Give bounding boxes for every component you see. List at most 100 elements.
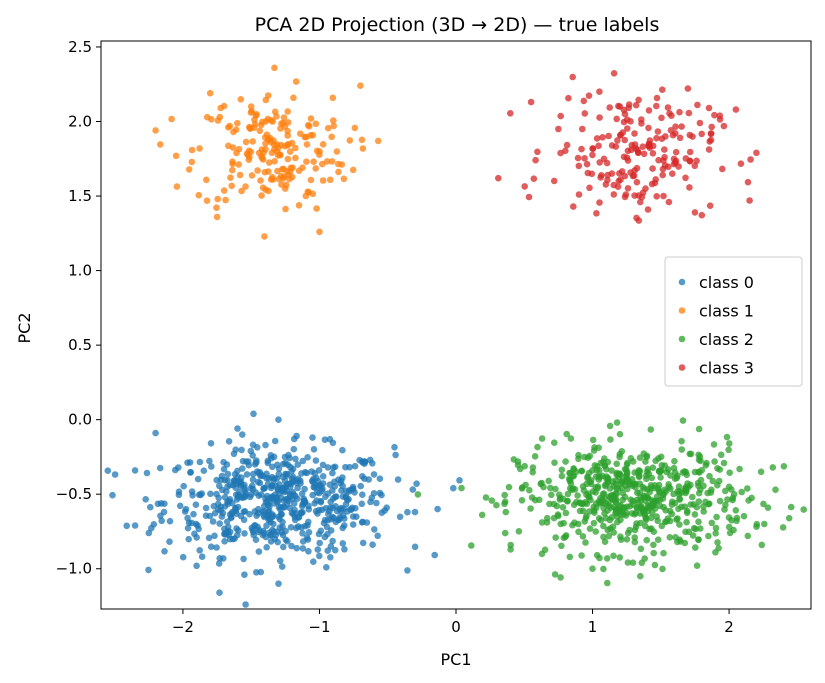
data-point bbox=[203, 176, 210, 184]
data-point bbox=[123, 522, 130, 530]
data-point bbox=[356, 456, 363, 464]
data-point bbox=[307, 176, 315, 184]
data-point bbox=[575, 455, 582, 463]
data-point bbox=[738, 488, 745, 496]
data-point bbox=[658, 135, 666, 142]
data-point bbox=[646, 137, 654, 144]
data-point bbox=[357, 482, 365, 490]
data-point bbox=[303, 141, 311, 148]
data-point bbox=[635, 96, 642, 104]
data-point bbox=[660, 503, 667, 511]
data-point bbox=[629, 497, 636, 505]
data-point bbox=[676, 487, 683, 495]
data-point bbox=[313, 205, 320, 212]
data-point bbox=[692, 544, 699, 551]
data-point bbox=[584, 454, 592, 462]
data-point bbox=[582, 539, 589, 546]
data-point bbox=[195, 525, 202, 533]
data-point bbox=[254, 478, 262, 486]
data-point bbox=[324, 490, 332, 497]
data-point bbox=[131, 522, 139, 529]
data-point bbox=[152, 429, 159, 437]
data-point bbox=[581, 110, 589, 117]
data-point bbox=[725, 523, 733, 531]
data-point bbox=[716, 116, 724, 123]
data-point bbox=[310, 158, 317, 165]
data-point bbox=[628, 476, 636, 483]
data-point bbox=[596, 159, 603, 166]
data-point bbox=[331, 493, 339, 501]
data-point bbox=[450, 484, 457, 492]
data-point bbox=[632, 101, 640, 109]
data-point bbox=[359, 145, 367, 152]
data-point bbox=[246, 510, 253, 518]
data-point bbox=[695, 489, 703, 497]
data-point bbox=[650, 549, 657, 557]
data-point bbox=[232, 126, 240, 133]
data-point bbox=[249, 441, 257, 449]
data-point bbox=[567, 469, 574, 477]
data-point bbox=[271, 145, 278, 153]
data-point bbox=[596, 467, 603, 474]
data-point bbox=[299, 457, 307, 465]
data-point bbox=[685, 109, 693, 117]
data-point bbox=[295, 475, 302, 483]
data-point bbox=[575, 162, 583, 170]
data-point bbox=[235, 145, 243, 153]
data-point bbox=[612, 477, 620, 484]
data-point bbox=[366, 456, 374, 464]
data-point bbox=[286, 148, 294, 155]
data-point bbox=[290, 500, 298, 507]
data-point bbox=[563, 430, 570, 438]
data-point bbox=[301, 485, 308, 493]
data-point bbox=[235, 161, 242, 168]
data-point bbox=[160, 508, 168, 516]
data-point bbox=[281, 173, 288, 180]
data-point bbox=[684, 85, 692, 92]
data-point bbox=[168, 115, 175, 123]
data-point bbox=[753, 149, 760, 157]
data-point bbox=[624, 185, 632, 192]
data-point bbox=[689, 493, 696, 501]
data-point bbox=[635, 217, 643, 224]
data-point bbox=[254, 505, 262, 513]
data-point bbox=[672, 123, 679, 130]
data-point bbox=[602, 514, 610, 522]
data-point bbox=[686, 184, 693, 191]
data-point bbox=[676, 521, 683, 528]
data-point bbox=[585, 92, 593, 99]
data-point bbox=[687, 501, 694, 508]
data-point bbox=[184, 524, 192, 532]
data-point bbox=[239, 457, 247, 465]
data-point bbox=[249, 476, 257, 484]
data-point bbox=[596, 114, 603, 121]
data-point bbox=[719, 165, 726, 173]
data-point bbox=[725, 483, 733, 491]
data-point bbox=[711, 111, 718, 119]
data-point bbox=[270, 512, 277, 520]
data-point bbox=[632, 509, 639, 517]
data-point bbox=[250, 124, 258, 131]
data-point bbox=[714, 465, 721, 472]
data-point bbox=[578, 145, 585, 153]
data-point bbox=[312, 120, 320, 128]
data-point bbox=[725, 446, 732, 454]
data-point bbox=[292, 144, 299, 152]
data-point bbox=[394, 476, 402, 483]
data-point bbox=[373, 499, 380, 507]
data-point bbox=[595, 142, 602, 150]
data-point bbox=[358, 500, 366, 508]
data-point bbox=[342, 487, 350, 495]
data-point bbox=[342, 494, 350, 501]
data-point bbox=[558, 542, 565, 550]
data-point bbox=[694, 479, 702, 487]
data-point bbox=[676, 495, 683, 502]
data-point bbox=[260, 512, 268, 519]
data-point bbox=[468, 542, 475, 549]
data-point bbox=[324, 547, 332, 554]
data-point bbox=[689, 532, 697, 539]
data-point bbox=[626, 503, 634, 510]
data-point bbox=[213, 544, 220, 551]
data-point bbox=[590, 519, 598, 527]
data-point bbox=[569, 73, 576, 81]
